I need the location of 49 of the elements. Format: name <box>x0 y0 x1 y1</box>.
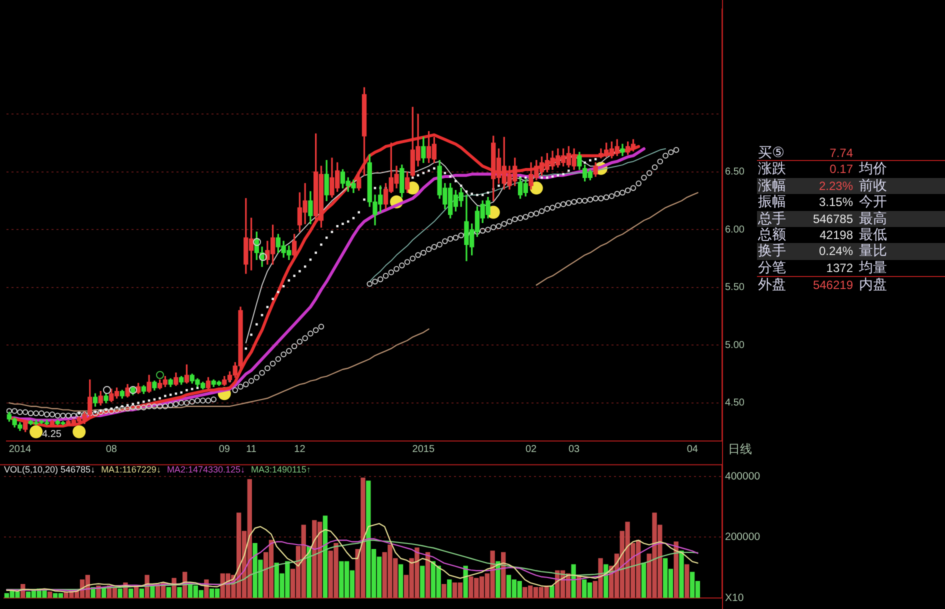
x-tick-label: 08 <box>106 444 118 455</box>
text: MA2:1474330.125↓ <box>166 464 245 474</box>
category-label: 量比 <box>859 243 887 260</box>
x-tick-label: 2015 <box>412 444 435 455</box>
y-tick-label: 5.00 <box>725 340 745 351</box>
category-label: 总额 <box>758 226 786 243</box>
category-label: 最低 <box>859 226 887 243</box>
category-label: 买⑤ <box>758 145 785 161</box>
y-tick-label: 400000 <box>725 470 760 482</box>
x-tick-label: 02 <box>525 444 538 455</box>
text: 0.17 <box>830 162 853 176</box>
category-label: 均量 <box>859 260 887 276</box>
text: MA3:1490115↑ <box>251 464 311 474</box>
y-tick-label: 200000 <box>725 531 760 544</box>
category-label: 涨跌 <box>758 161 786 178</box>
text: MA1:1167229↓ <box>101 464 161 474</box>
category-label: 今开 <box>859 194 887 210</box>
chart-title: VOL(5,10,20) 546785↓ <box>4 464 96 474</box>
category-label: 总手 <box>758 210 786 227</box>
category-label: 振幅 <box>758 194 786 210</box>
y-tick-label: 4.50 <box>725 398 745 409</box>
category-label: 前收 <box>859 178 887 194</box>
y-tick-label: 5.50 <box>725 282 745 294</box>
x-tick-label: 09 <box>218 444 230 455</box>
y-tick-label: 6.50 <box>725 166 745 178</box>
x-tick-label: 2014 <box>8 444 32 455</box>
x-tick-label: 04 <box>686 444 698 455</box>
x-tick-label: 12 <box>294 444 306 455</box>
category-label: 涨幅 <box>758 178 786 194</box>
category-label: 内盘 <box>859 277 887 294</box>
x-axis-title: 日线 <box>728 442 752 456</box>
annotation: 4.25 <box>42 428 62 440</box>
y-tick-label: X10 <box>725 592 744 604</box>
y-tick-label: 6.00 <box>725 224 745 236</box>
text: 1372 <box>826 260 853 275</box>
category-label: 外盘 <box>758 277 786 294</box>
text: 0.24% <box>818 244 853 258</box>
x-tick-label: 11 <box>246 444 257 455</box>
text: 42198 <box>820 228 853 242</box>
category-label: 最高 <box>859 210 887 227</box>
text: 546785 <box>812 212 853 226</box>
category-label: 均价 <box>859 161 887 178</box>
text: 3.15% <box>818 195 853 210</box>
text: 7.74 <box>830 146 853 160</box>
category-label: 分笔 <box>758 260 786 276</box>
text: 546219 <box>812 278 853 292</box>
x-tick-label: 03 <box>568 444 580 455</box>
category-label: 换手 <box>758 243 786 260</box>
text: 2.23% <box>818 178 853 193</box>
